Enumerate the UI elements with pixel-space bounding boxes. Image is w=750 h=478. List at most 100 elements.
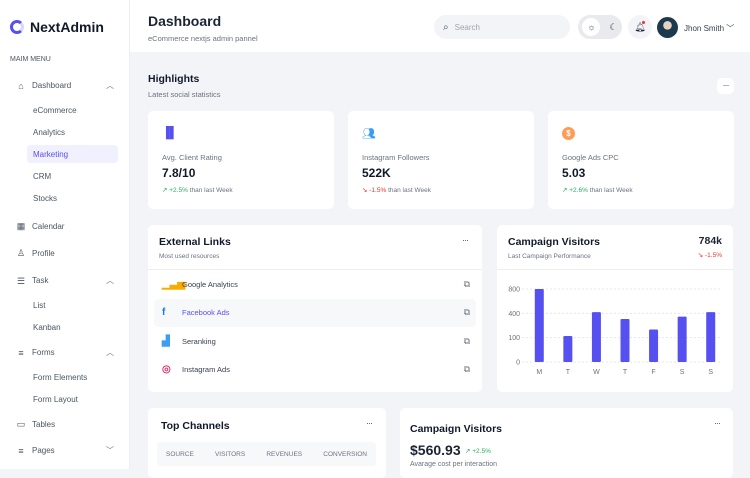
chevron-up-icon: ︿ (106, 276, 114, 285)
highlights-subtitle: Latest social statistics (148, 90, 221, 99)
pages-icon: ≡ (18, 445, 24, 456)
user-icon: ♙ (16, 248, 26, 258)
card-subtitle: Last Campaign Performance (508, 253, 591, 260)
external-link-item[interactable]: ◎ Instagram Ads ⧉ (154, 356, 476, 384)
external-link-item[interactable]: ▁▃▅ Google Analytics ⧉ (154, 270, 476, 298)
stat-change: -1.5% (369, 187, 387, 194)
stat-label: Google Ads CPC (562, 153, 619, 162)
highlights-title: Highlights (148, 73, 200, 85)
stat-card: $ Google Ads CPC 5.03 ↗ +2.6% than last … (548, 111, 734, 209)
campaign-cost-card: Campaign Visitors ··· $560.93 ↗ +2.5% Av… (400, 408, 733, 478)
menu-section-label: MAIM MENU (10, 56, 51, 63)
bar[interactable] (620, 319, 630, 362)
stat-trend: ↗ +2.6% than last Week (562, 186, 633, 194)
avatar[interactable] (657, 17, 678, 38)
bar[interactable] (563, 336, 573, 362)
sidebar-item-profile[interactable]: ♙ Profile (16, 248, 114, 258)
more-options-button[interactable]: ··· (717, 78, 734, 94)
campaign-visitors-card: Campaign Visitors Last Campaign Performa… (497, 225, 733, 392)
calendar-icon: ▦ (16, 221, 26, 231)
home-icon: ⌂ (18, 80, 24, 91)
sidebar-item-calendar[interactable]: ▦ Calendar (16, 221, 114, 231)
campaign-cost-value: $560.93 (410, 442, 461, 458)
brand-logo[interactable]: NextAdmin (10, 19, 104, 35)
notification-dot (642, 21, 645, 24)
external-link-icon[interactable]: ⧉ (463, 364, 470, 374)
logo-icon (10, 20, 24, 34)
sidebar-item-marketing[interactable]: Marketing (27, 145, 118, 163)
external-link-item[interactable]: ▟ Seranking ⧉ (154, 327, 476, 355)
sidebar-item-forms[interactable]: ≡ Forms ︿ (16, 347, 114, 358)
dollar-icon: $ (562, 127, 575, 140)
bar[interactable] (591, 312, 601, 362)
external-link-icon[interactable]: ⧉ (463, 335, 470, 346)
bell-icon: 🔔︎ (634, 21, 646, 32)
trend-down-icon: ↘ (362, 187, 368, 194)
search-placeholder: Search (454, 22, 480, 32)
sidebar-item-task[interactable]: ☰ Task ︿ (16, 275, 114, 286)
trend-up-icon: ↗ (162, 187, 168, 194)
moon-icon[interactable]: ☾ (609, 21, 618, 32)
external-link-icon[interactable]: ⧉ (463, 307, 470, 317)
link-label: Instagram Ads (182, 365, 230, 374)
card-title: Campaign Visitors (410, 423, 502, 435)
more-options-button[interactable]: ··· (366, 418, 373, 428)
y-tick-label: 0 (516, 360, 520, 367)
more-options-button[interactable]: ··· (462, 235, 469, 245)
sidebar-item-ecommerce[interactable]: eCommerce (33, 106, 77, 115)
sidebar-item-stocks[interactable]: Stocks (33, 194, 58, 203)
notification-button[interactable]: 🔔︎ (628, 15, 652, 39)
table-icon: ▭ (16, 419, 26, 429)
campaign-total: 784k (698, 235, 722, 247)
y-tick-label: 400 (508, 311, 520, 318)
user-name: Jhon Smith (684, 24, 725, 33)
bar[interactable] (706, 312, 716, 362)
sidebar-item-dashboard[interactable]: ⌂ Dashboard ︿ (16, 80, 114, 91)
sidebar-item-analytics[interactable]: Analytics (33, 128, 66, 137)
external-link-icon[interactable]: ⧉ (463, 278, 470, 289)
stat-value: 522K (362, 166, 391, 180)
stat-suffix: than last Week (189, 187, 233, 194)
sidebar-item-pages[interactable]: ≡ Pages ﹀ (16, 445, 114, 456)
bar[interactable] (649, 329, 659, 362)
link-label: Seranking (182, 336, 216, 346)
sidebar-item-form-elements[interactable]: Form Elements (33, 373, 88, 382)
page-subtitle: eCommerce nextjs admin pannel (148, 34, 258, 43)
stat-trend: ↘ -1.5% than last Week (362, 186, 431, 194)
x-tick-label: S (680, 369, 685, 376)
link-label: Facebook Ads (182, 308, 230, 317)
sidebar: NextAdmin MAIM MENU ⌂ Dashboard ︿ eCommerc… (0, 0, 130, 469)
sidebar-item-kanban[interactable]: Kanban (33, 323, 61, 332)
search-input[interactable]: ⌕ Search (434, 15, 570, 39)
theme-toggle[interactable]: ☼ ☾ (578, 15, 622, 39)
sidebar-item-crm[interactable]: CRM (33, 172, 52, 181)
sidebar-item-list[interactable]: List (33, 301, 46, 310)
page-title: Dashboard (148, 13, 222, 29)
x-tick-label: W (593, 369, 600, 376)
sun-icon[interactable]: ☼ (582, 18, 601, 36)
x-tick-label: T (623, 369, 628, 376)
stat-card: 👥︎ Instagram Followers 522K ↘ -1.5% than… (348, 111, 534, 209)
card-subtitle: Most used resources (159, 253, 220, 260)
bar[interactable] (677, 316, 687, 362)
card-title: Top Channels (161, 420, 230, 432)
bar[interactable] (534, 289, 544, 362)
top-header: Dashboard eCommerce nextjs admin pannel … (130, 0, 750, 52)
external-link-item[interactable]: f Facebook Ads ⧉ (154, 298, 476, 327)
chevron-down-icon: ﹀ (726, 24, 735, 33)
divider (148, 269, 482, 270)
stat-value: 7.8/10 (162, 166, 196, 180)
more-options-button[interactable]: ··· (714, 418, 721, 428)
column-header: REVENUES (266, 450, 303, 458)
trend-up-icon: ↗ (562, 187, 568, 194)
sidebar-item-form-layout[interactable]: Form Layout (33, 395, 78, 404)
change-value: -1.5% (705, 252, 722, 259)
card-title: External Links (159, 236, 231, 248)
nav-label: Calendar (32, 221, 65, 231)
nav-label: Task (32, 276, 49, 285)
search-icon: ⌕ (443, 21, 449, 33)
user-menu[interactable]: Jhon Smith ﹀ (684, 23, 734, 34)
stat-change: +2.5% (169, 187, 188, 194)
campaign-bar-chart: 0 100 400 800 M T W T F S S (508, 287, 722, 376)
sidebar-item-tables[interactable]: ▭ Tables (16, 419, 114, 429)
